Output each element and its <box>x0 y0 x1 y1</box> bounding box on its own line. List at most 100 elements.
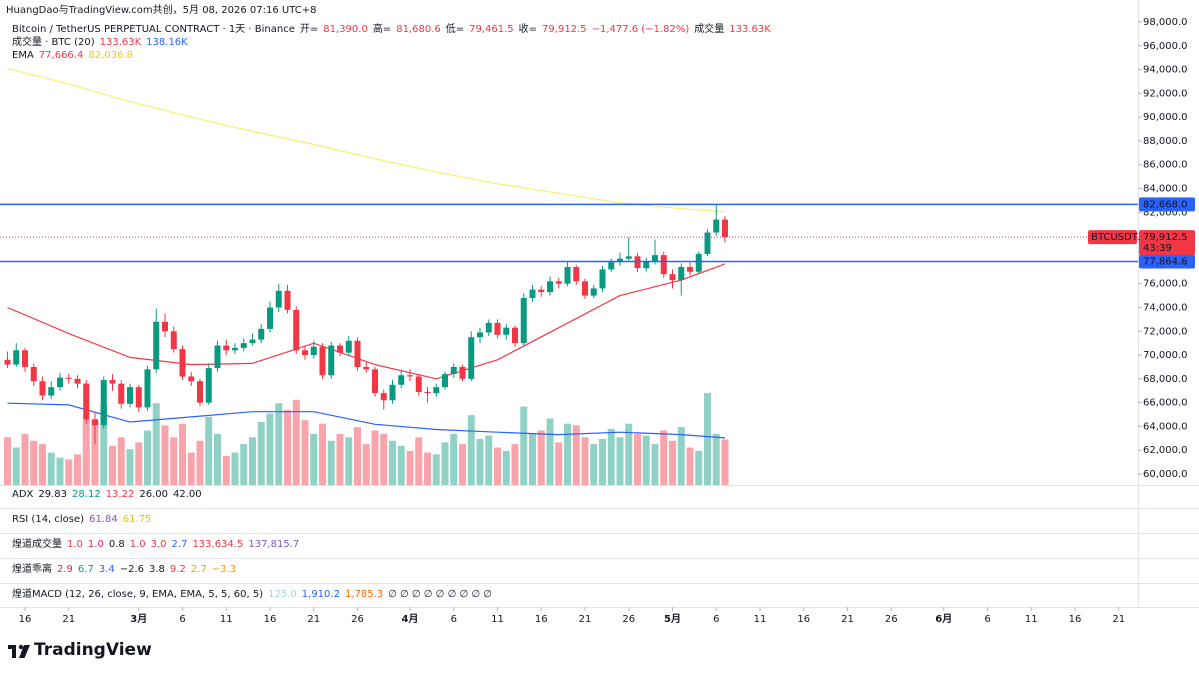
volume-bar <box>310 433 318 485</box>
legend-row: EMA 77,666.4 82,036.8 <box>12 49 138 62</box>
volume-bar <box>704 393 711 485</box>
candle-body <box>468 337 475 379</box>
volume-bar <box>135 442 143 485</box>
volume-bar <box>397 445 405 485</box>
indicator-row-item: 1.0 <box>129 539 146 550</box>
volume-bar <box>91 420 99 485</box>
candle-body <box>389 384 396 401</box>
y-tick-label: 66,000.0 <box>1143 398 1188 409</box>
volume-bar <box>389 440 396 485</box>
legend-row-item: 成交量 · BTC (20) <box>12 37 95 48</box>
volume-bar <box>721 439 729 485</box>
candle-body <box>573 267 580 282</box>
volume-bar <box>301 420 309 485</box>
symbol-tag-label: BTCUSDT.P <box>1091 232 1146 243</box>
legend-row-item: 82,036.8 <box>88 50 133 61</box>
legend-row-item: 133.63K <box>729 24 771 35</box>
candle-body <box>363 366 370 370</box>
volume-bar <box>625 423 633 485</box>
legend-row-item: 81,390.0 <box>323 24 368 35</box>
indicator-row: RSI (14, close) 61.84 61.75 <box>12 513 156 526</box>
candle-body <box>188 376 195 382</box>
legend-row-item: 开= <box>299 24 319 35</box>
volume-bar <box>354 427 361 485</box>
x-tick-label: 4月 <box>402 613 419 625</box>
x-tick-label: 16 <box>1069 614 1082 625</box>
indicator-row-item: −2.6 <box>119 564 145 575</box>
indicator-row-item: 煌道MACD (12, 26, close, 9, EMA, EMA, 5, 5… <box>12 589 264 600</box>
legend-row-item: 收= <box>518 24 538 35</box>
volume-bar <box>21 433 29 485</box>
candle-body <box>275 290 282 308</box>
candle-body <box>634 256 641 269</box>
volume-bar <box>249 437 256 485</box>
volume-bar <box>677 427 685 485</box>
candle-body <box>704 232 711 254</box>
volume-bar <box>196 440 204 485</box>
candle-body <box>660 255 667 275</box>
x-tick-label: 5月 <box>664 613 681 625</box>
volume-bar <box>380 433 388 485</box>
volume-bar <box>12 447 20 485</box>
volume-bar <box>669 440 676 485</box>
candle-body <box>669 274 676 281</box>
candle-body <box>442 374 448 388</box>
y-tick-label: 62,000.0 <box>1143 445 1188 456</box>
x-tick-label: 16 <box>264 614 277 625</box>
candle-body <box>345 340 352 353</box>
logo-part <box>12 645 16 658</box>
volume-bar <box>152 403 160 485</box>
volume-bar <box>231 452 239 485</box>
volume-bar <box>660 430 668 485</box>
y-tick-label: 92,000.0 <box>1143 88 1188 99</box>
x-tick-label: 6 <box>179 614 185 625</box>
y-tick-label: 94,000.0 <box>1143 65 1188 76</box>
candle-body <box>678 267 685 281</box>
candle-body <box>4 359 11 365</box>
volume-bar <box>179 423 186 485</box>
indicator-row-item: 3.0 <box>150 539 167 550</box>
candle-body <box>555 281 562 284</box>
candle-body <box>135 387 142 408</box>
candle-body <box>65 377 72 379</box>
volume-bar <box>319 423 326 485</box>
y-tick-label: 96,000.0 <box>1143 41 1188 52</box>
indicator-row-item: 2.7 <box>190 564 207 575</box>
candle-body <box>118 383 125 404</box>
candle-body <box>205 368 212 403</box>
volume-bar <box>161 425 169 485</box>
legend-row-item: 133.63K <box>99 37 142 48</box>
x-tick-label: 21 <box>579 614 592 625</box>
y-tick-label: 74,000.0 <box>1143 302 1188 313</box>
volume-bar <box>441 442 449 485</box>
volume-bar <box>266 413 274 485</box>
indicator-row: ADX 29.83 28.12 13.22 26.00 42.00 <box>12 488 207 501</box>
x-tick-label: 6 <box>713 614 719 625</box>
indicator-row-item: −3.3 <box>211 564 237 575</box>
indicator-row-item: 29.83 <box>38 489 68 500</box>
indicator-row-item: 3.8 <box>149 564 165 575</box>
volume-bar <box>511 444 519 485</box>
candle-body <box>433 387 440 394</box>
candle-body <box>13 350 20 365</box>
candle-body <box>564 267 571 284</box>
volume-bar <box>240 444 248 485</box>
volume-bar <box>616 437 624 485</box>
candle-body <box>590 288 597 296</box>
y-tick-label: 72,000.0 <box>1143 326 1188 337</box>
legend-row-item: 低= <box>445 24 465 35</box>
volume-bar <box>572 425 580 485</box>
volume-bar <box>485 435 493 485</box>
x-tick-label: 6月 <box>935 613 952 625</box>
y-tick-label: 70,000.0 <box>1143 350 1188 361</box>
volume-bar <box>520 406 528 485</box>
candle-body <box>100 380 107 426</box>
candle-body <box>337 345 343 353</box>
candle-body <box>57 377 63 388</box>
candle-body <box>722 219 728 238</box>
indicator-row-item: 0.8 <box>108 539 125 550</box>
volume-bar <box>599 439 606 485</box>
y-tick-label: 68,000.0 <box>1143 374 1188 385</box>
